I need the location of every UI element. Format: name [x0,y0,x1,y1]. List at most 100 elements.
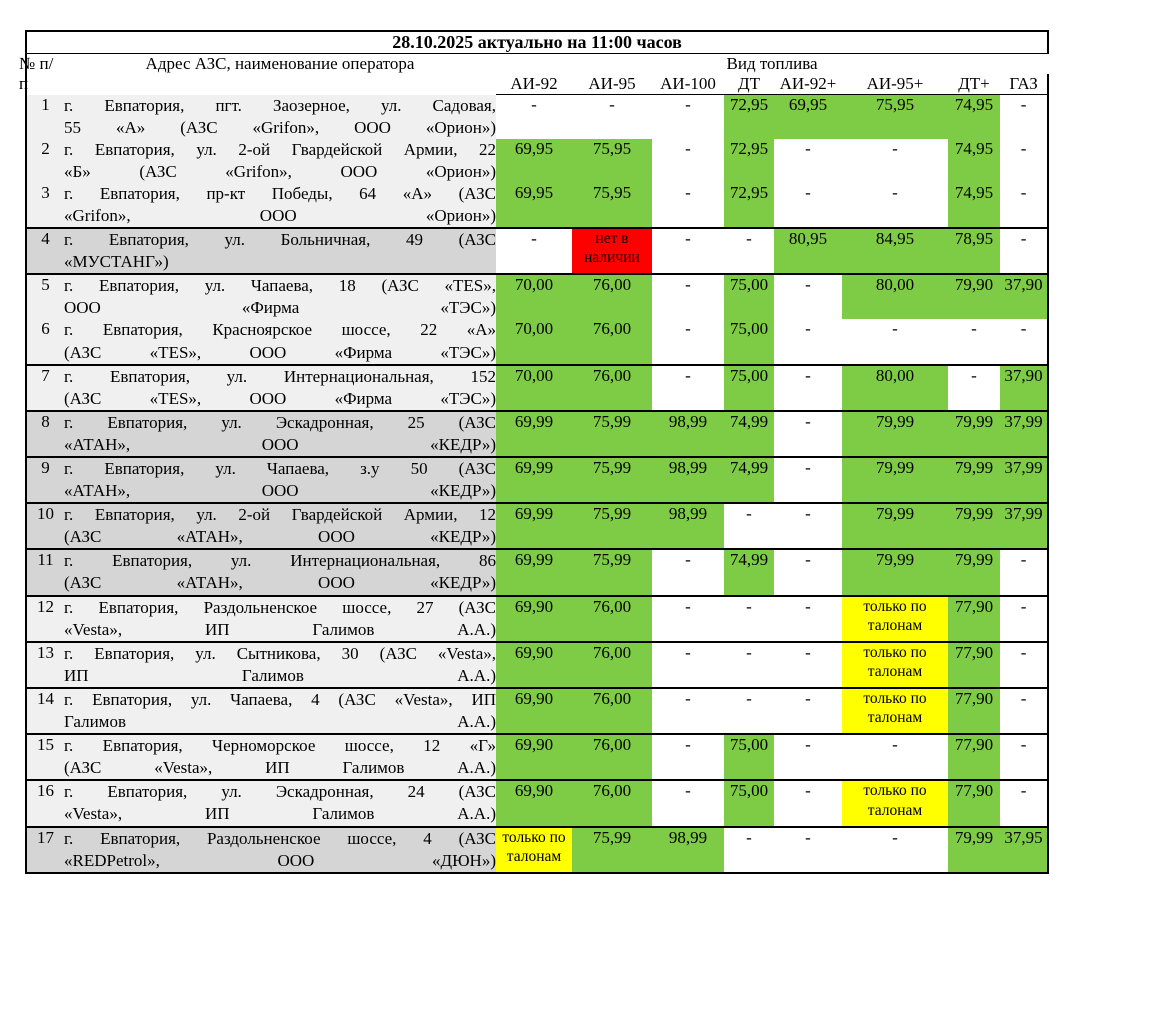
price-ai95: 75,99 [572,503,652,551]
station-address: г. Евпатория, ул. Сытникова, 30 (АЗС «Ve… [64,641,496,689]
address-line-2: «Vesta», ИП Галимов А.А.) [64,804,496,824]
table-row: 4 г. Евпатория, ул. Больничная, 49 (АЗС «… [25,228,1050,276]
row-number: 2 [25,138,64,183]
price-ai92p: - [774,595,842,643]
row-number: 7 [25,364,64,412]
price-gas: 37,90 [1000,274,1050,320]
price-ai92: 69,90 [496,780,572,828]
column-header-ai95: АИ-95 [572,74,652,95]
price-ai95: 76,00 [572,274,652,320]
station-address: г. Евпатория, Черноморское шоссе, 12 «Г»… [64,734,496,782]
price-ai95p: 75,95 [842,94,948,139]
price-ai100: - [652,138,724,183]
price-ai92p: - [774,364,842,412]
address-line-1: г. Евпатория, ул. Больничная, 49 (АЗС [64,230,496,250]
price-gas: 37,99 [1000,410,1050,459]
price-dt: - [724,826,774,874]
price-ai92: 69,99 [496,503,572,551]
price-ai100: - [652,687,724,736]
price-ai92: - [496,94,572,139]
table-row: 11 г. Евпатория, ул. Интернациональная, … [25,549,1050,597]
price-ai95: 76,00 [572,734,652,782]
table-row: 3 г. Евпатория, пр-кт Победы, 64 «А» (АЗ… [25,182,1050,230]
station-address: г. Евпатория, ул. Эскадронная, 25 (АЗС «А… [64,410,496,459]
row-number: 5 [25,274,64,320]
price-ai100: - [652,780,724,828]
price-ai92p: - [774,780,842,828]
address-line-1: г. Евпатория, пр-кт Победы, 64 «А» (АЗС [64,183,496,203]
table-row: 10 г. Евпатория, ул. 2-ой Гвардейской Ар… [25,503,1050,551]
table-row: 13 г. Евпатория, ул. Сытникова, 30 (АЗС … [25,641,1050,689]
price-dt: 74,99 [724,410,774,459]
address-line-1: г. Евпатория, ул. Интернациональная, 152 [64,366,496,386]
price-ai95p: - [842,138,948,183]
price-gas: - [1000,228,1050,276]
price-ai95: 75,95 [572,182,652,230]
row-number: 3 [25,182,64,230]
price-ai100: - [652,549,724,597]
price-ai100: - [652,364,724,412]
price-gas: 37,99 [1000,457,1050,505]
price-ai92p: - [774,641,842,689]
address-line-2: ООО «Фирма «ТЭС») [64,298,496,318]
price-ai92: - [496,228,572,276]
price-dtp: 77,90 [948,780,1000,828]
price-ai92: 69,99 [496,549,572,597]
price-gas: - [1000,94,1050,139]
column-header-fuel-group: Вид топлива [496,53,1049,74]
price-dt: - [724,595,774,643]
station-address: г. Евпатория, ул. Интернациональная, 152… [64,364,496,412]
address-line-2: «REDPetrol», ООО «ДЮН») [64,850,496,870]
table-row: 6 г. Евпатория, Красноярское шоссе, 22 «… [25,319,1050,366]
address-line-2: Галимов А.А.) [64,712,496,732]
price-ai100: - [652,94,724,139]
price-ai95: 76,00 [572,641,652,689]
price-ai95p: - [842,319,948,366]
price-ai92p: - [774,734,842,782]
address-line-2: (АЗС «TES», ООО «Фирма «ТЭС») [64,388,496,408]
column-header-address: Адрес АЗС, наименование оператора [64,53,496,95]
price-ai92: 69,99 [496,410,572,459]
price-dt: 75,00 [724,734,774,782]
price-dt: 72,95 [724,182,774,230]
table-row: 15 г. Евпатория, Черноморское шоссе, 12 … [25,734,1050,782]
table-row: 5 г. Евпатория, ул. Чапаева, 18 (АЗС «TE… [25,274,1050,320]
price-dt: - [724,228,774,276]
column-header-number: № п/п [19,53,64,95]
price-ai92p: - [774,274,842,320]
price-dtp: 79,99 [948,826,1000,874]
row-number: 4 [25,228,64,276]
station-address: г. Евпатория, ул. Интернациональная, 86(… [64,549,496,597]
column-header-number-line1: № п/ [19,54,54,73]
column-header-ai92p: АИ-92+ [774,74,842,95]
price-ai95: 75,99 [572,410,652,459]
price-gas: - [1000,319,1050,366]
table-row: 16 г. Евпатория, ул. Эскадронная, 24 (АЗ… [25,780,1050,828]
price-ai92: 70,00 [496,364,572,412]
table-row: 7 г. Евпатория, ул. Интернациональная, 1… [25,364,1050,412]
price-ai95: 76,00 [572,687,652,736]
address-line-2: «МУСТАНГ») [64,252,169,272]
price-gas: - [1000,641,1050,689]
address-line-1: г. Евпатория, Красноярское шоссе, 22 «А» [64,320,496,340]
column-header-dt: ДТ [724,74,774,95]
price-dtp: 77,90 [948,595,1000,643]
price-dt: - [724,641,774,689]
price-ai95: 75,99 [572,826,652,874]
price-ai92: 69,95 [496,182,572,230]
price-ai95: 76,00 [572,595,652,643]
station-address: г. Евпатория, ул. 2-ой Гвардейской Армии… [64,138,496,183]
price-ai95: 76,00 [572,319,652,366]
price-dtp: 74,95 [948,138,1000,183]
row-number: 15 [25,734,64,782]
price-ai95p: - [842,826,948,874]
address-line-2: 55 «А» (АЗС «Grifon», ООО «Орион») [64,117,496,137]
price-gas: - [1000,780,1050,828]
price-dt: - [724,687,774,736]
header-group-row: № п/п Адрес АЗС, наименование оператора … [19,53,1049,95]
price-dt: 72,95 [724,138,774,183]
row-number: 9 [25,457,64,505]
address-line-1: г. Евпатория, ул. 2-ой Гвардейской Армии… [64,139,496,159]
price-ai92: 69,90 [496,734,572,782]
price-gas: - [1000,549,1050,597]
